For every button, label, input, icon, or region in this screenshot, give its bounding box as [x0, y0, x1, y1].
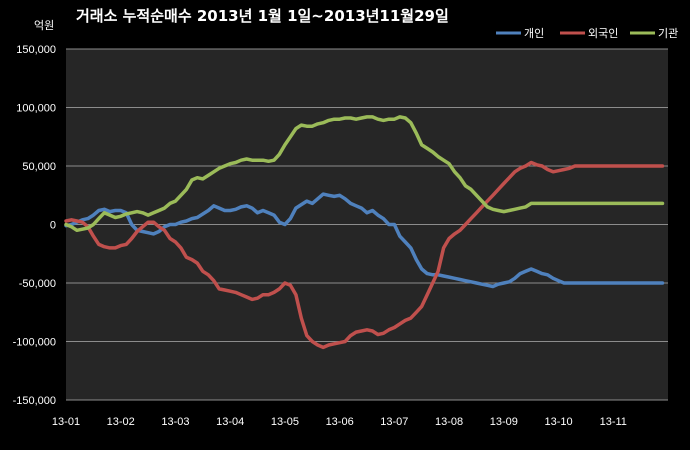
legend-label-2: 기관	[658, 27, 678, 40]
x-tick-label: 13-03	[161, 416, 189, 428]
series-line-1	[64, 160, 665, 350]
y-tick-label: 100,000	[16, 103, 56, 115]
series-line-2	[64, 115, 665, 233]
y-axis-tick-labels: -150,000 -100,000 -50,000 0 50,000 100,000 150…	[13, 44, 56, 407]
chart-title: 거래소 누적순매수 2013년 1월 1일~2013년11월29일	[76, 7, 449, 25]
y-tick-label: -50,000	[19, 278, 56, 290]
x-tick-label: 13-02	[107, 416, 135, 428]
legend: 개인 외국인 기관	[496, 27, 678, 40]
x-tick-label: 13-05	[271, 416, 299, 428]
x-tick-label: 13-11	[600, 416, 627, 428]
series-lines	[64, 115, 665, 350]
y-tick-label: -100,000	[13, 337, 56, 349]
x-tick-label: 13-06	[326, 416, 354, 428]
y-axis-unit-label: 억원	[34, 19, 54, 32]
legend-label-0: 개인	[524, 27, 544, 40]
x-tick-label: 13-04	[216, 416, 244, 428]
x-tick-label: 13-01	[52, 416, 80, 428]
x-tick-label: 13-09	[490, 416, 518, 428]
y-tick-label: 150,000	[16, 44, 56, 56]
y-tick-label: 50,000	[22, 161, 56, 173]
x-tick-label: 13-07	[380, 416, 408, 428]
x-tick-label: 13-08	[435, 416, 463, 428]
legend-label-1: 외국인	[588, 27, 618, 40]
y-tick-label: 0	[50, 220, 56, 232]
series-line-0	[64, 192, 665, 289]
x-axis-tick-labels: 13-01 13-02 13-03 13-04 13-05 13-06 13-07 13-08…	[52, 416, 627, 428]
y-tick-label: -150,000	[13, 395, 56, 407]
x-tick-label: 13-10	[544, 416, 572, 428]
